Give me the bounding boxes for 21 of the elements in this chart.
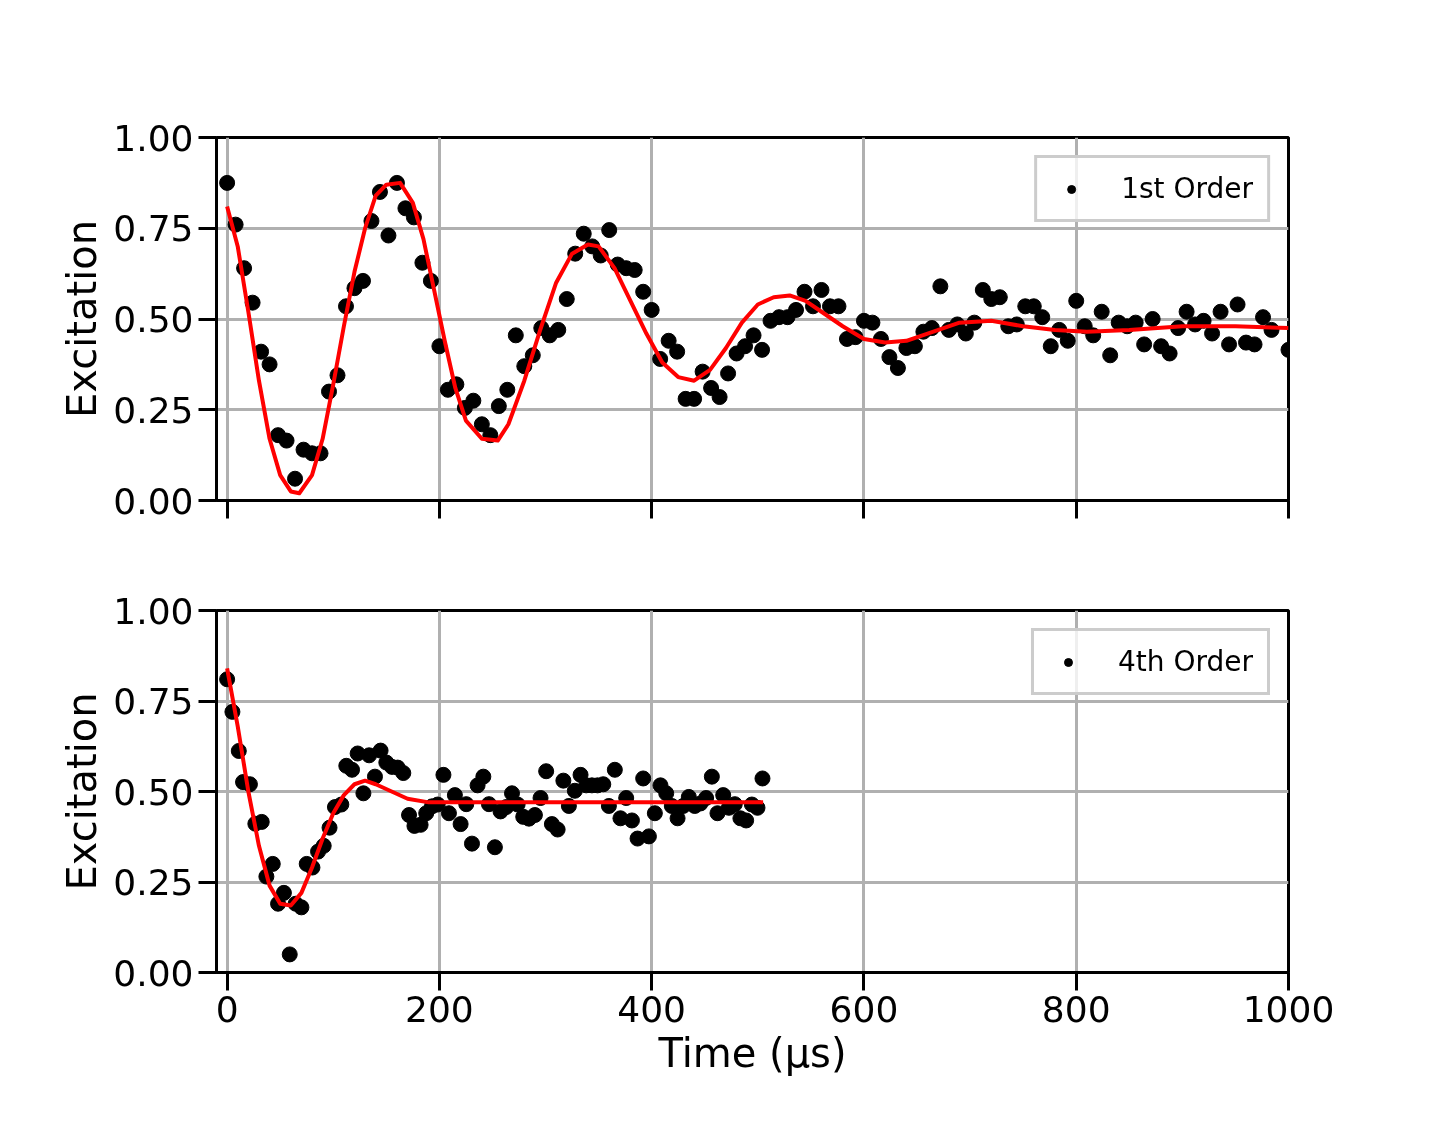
x-tick-label: 200: [405, 988, 474, 1030]
x-tick-label: 0: [215, 988, 239, 1030]
y-tick-label: 0.75: [113, 681, 194, 722]
y-tick-label: 0.50: [113, 299, 194, 340]
y-tick-label: 1.00: [113, 590, 194, 632]
y-tick-label: 0.25: [113, 862, 194, 903]
x-tick-label: 600: [829, 988, 899, 1030]
x-axis-title: Time (μs): [657, 1029, 847, 1076]
legend-label: 4th Order: [1117, 645, 1253, 678]
x-tick-label: 1000: [1242, 988, 1335, 1030]
y-tick-label: 0.50: [113, 771, 194, 813]
legend-label: 1st Order: [1121, 172, 1253, 205]
y-tick-label: 0.75: [113, 208, 194, 250]
x-tick-label: 400: [617, 988, 687, 1030]
y-axis-title: Excitation: [59, 692, 106, 891]
x-tick-label: 800: [1041, 988, 1111, 1030]
y-tick-label: 0.00: [113, 952, 194, 994]
y-tick-label: 1.00: [113, 117, 194, 159]
y-axis-title: Excitation: [59, 219, 106, 419]
y-tick-label: 0.00: [113, 480, 194, 522]
y-tick-label: 0.25: [113, 389, 194, 431]
